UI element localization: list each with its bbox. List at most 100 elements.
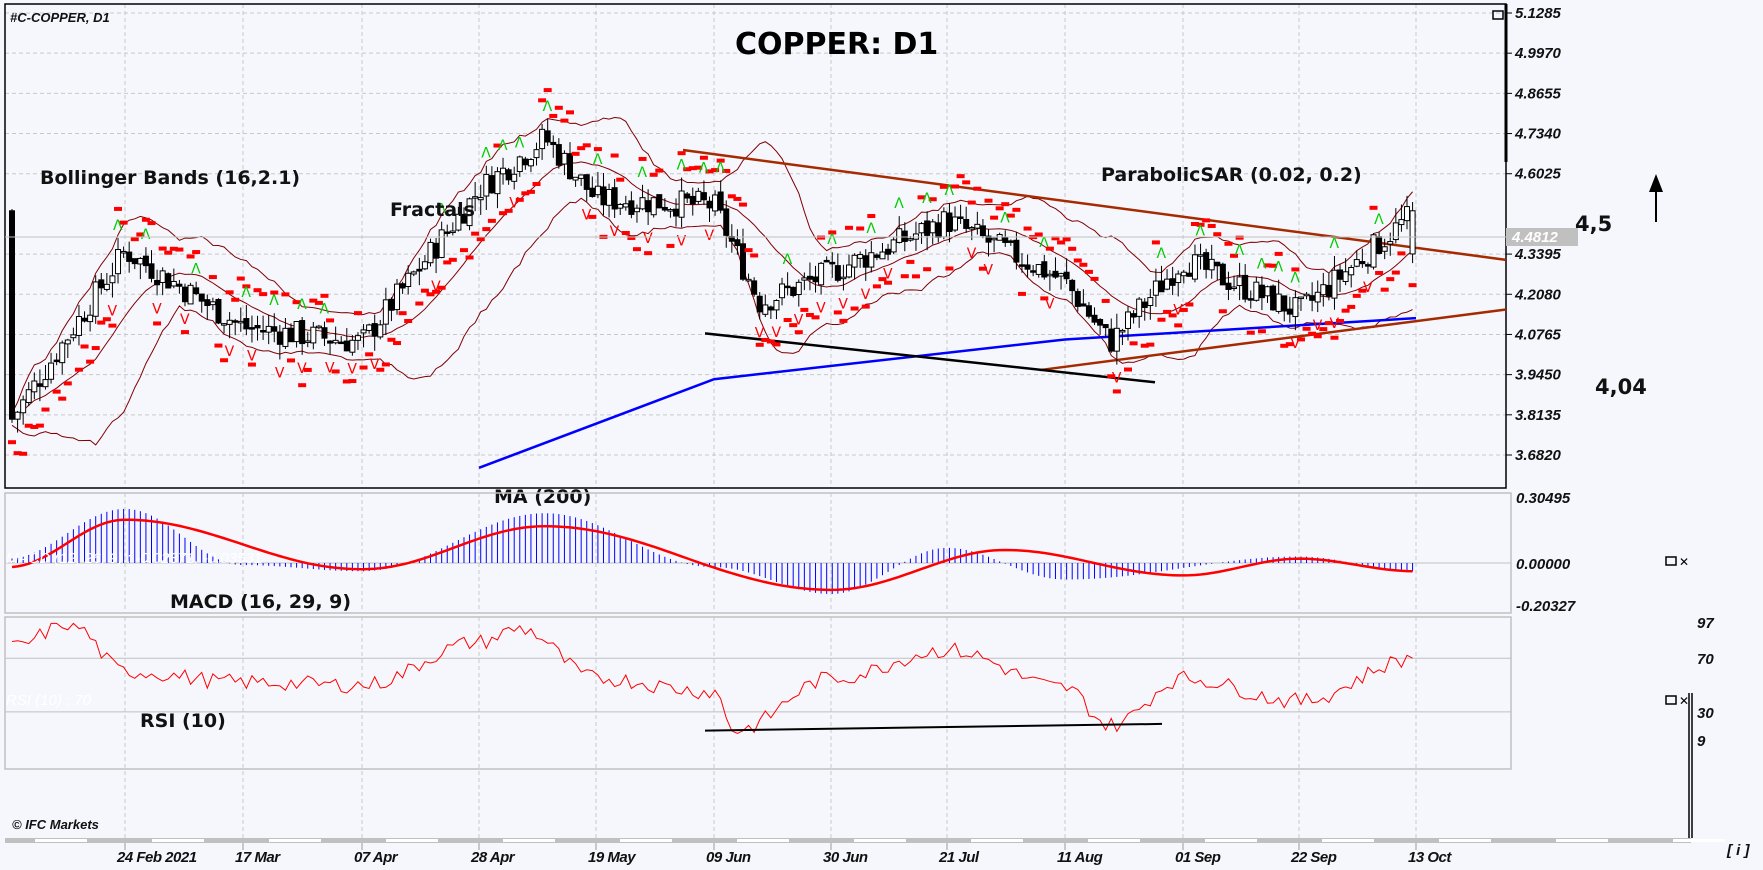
- svg-text:Λ: Λ: [1290, 270, 1300, 286]
- info-button[interactable]: [ i ]: [1726, 842, 1750, 859]
- symbol-label: #C-COPPER, D1: [10, 10, 110, 25]
- svg-text:V: V: [794, 313, 804, 329]
- svg-text:Λ: Λ: [677, 158, 687, 174]
- macd-close-icon[interactable]: ✕: [1679, 555, 1689, 569]
- svg-text:V: V: [771, 325, 781, 341]
- svg-text:Λ: Λ: [141, 227, 151, 243]
- svg-text:V: V: [643, 231, 653, 247]
- svg-text:Λ: Λ: [498, 138, 508, 154]
- svg-text:01 Sep: 01 Sep: [1175, 849, 1221, 866]
- svg-text:Λ: Λ: [866, 221, 876, 237]
- macd-panel[interactable]: MACD (12, 26, 9) : -0.02371, -0.03531 MA…: [4, 490, 1689, 615]
- svg-text:4.6025: 4.6025: [1514, 166, 1562, 183]
- rsi-label: RSI (10): [140, 710, 226, 732]
- svg-text:Λ: Λ: [944, 183, 954, 199]
- svg-text:V: V: [180, 312, 190, 328]
- svg-text:Λ: Λ: [894, 196, 904, 212]
- svg-text:Λ: Λ: [638, 165, 648, 181]
- svg-text:V: V: [705, 228, 715, 244]
- rsi-maximize-icon[interactable]: [1665, 695, 1677, 705]
- svg-text:07 Apr: 07 Apr: [354, 849, 399, 866]
- svg-text:V: V: [152, 301, 162, 317]
- svg-text:Λ: Λ: [716, 160, 726, 176]
- svg-text:Λ: Λ: [515, 136, 525, 152]
- svg-text:Λ: Λ: [1039, 235, 1049, 251]
- svg-text:V: V: [1329, 316, 1339, 332]
- svg-text:Λ: Λ: [1329, 236, 1339, 252]
- rsi-gridlines: [5, 617, 1511, 850]
- rsi-close-icon[interactable]: ✕: [1679, 694, 1689, 708]
- svg-text:Λ: Λ: [191, 262, 201, 278]
- svg-text:24 Feb 2021: 24 Feb 2021: [116, 849, 197, 866]
- svg-text:Λ: Λ: [1257, 256, 1267, 272]
- svg-text:Λ: Λ: [922, 191, 932, 207]
- target-annotation: 4,5: [1575, 212, 1612, 236]
- svg-text:28 Apr: 28 Apr: [470, 849, 516, 866]
- svg-text:3.9450: 3.9450: [1515, 367, 1562, 384]
- svg-text:4.2080: 4.2080: [1514, 286, 1562, 303]
- svg-text:V: V: [755, 325, 765, 341]
- svg-text:9: 9: [1697, 733, 1706, 750]
- candlesticks: [9, 118, 1416, 433]
- price-axis: 5.1285 4.9970 4.8655 4.7340 4.6025 4.3395 4.20…: [1506, 5, 1562, 464]
- fractals-label: Fractals: [390, 199, 475, 221]
- support-annotation: 4,04: [1595, 375, 1647, 399]
- svg-text:Λ: Λ: [241, 285, 251, 301]
- trendlines: [682, 148, 1507, 384]
- svg-text:V: V: [838, 296, 848, 312]
- macd-label: MACD (16, 29, 9): [170, 591, 351, 613]
- up-arrow-icon: [1649, 174, 1663, 222]
- svg-text:V: V: [967, 246, 977, 262]
- svg-text:Λ: Λ: [827, 232, 837, 248]
- svg-text:0.00000: 0.00000: [1516, 556, 1571, 573]
- svg-text:V: V: [275, 365, 285, 381]
- svg-text:Λ: Λ: [593, 152, 603, 168]
- ma200-label: MA (200): [494, 486, 591, 508]
- svg-text:Λ: Λ: [1000, 210, 1010, 226]
- copyright-label: © IFC Markets: [12, 817, 99, 832]
- svg-text:Λ: Λ: [113, 218, 123, 234]
- macd-header-values: MACD (12, 26, 9) : -0.02371, -0.03531: [6, 550, 262, 567]
- date-axis: 24 Feb 2021 17 Mar 07 Apr 28 Apr 19 May 09 Ju…: [116, 843, 1453, 866]
- svg-text:30 Jun: 30 Jun: [823, 849, 868, 866]
- macd-series: [11, 508, 1414, 594]
- svg-text:70: 70: [1697, 651, 1714, 668]
- svg-text:3.6820: 3.6820: [1515, 447, 1562, 464]
- chart-title: COPPER: D1: [735, 27, 938, 62]
- svg-text:Λ: Λ: [1156, 246, 1166, 262]
- svg-text:4.8655: 4.8655: [1514, 85, 1562, 102]
- svg-text:V: V: [509, 195, 519, 211]
- svg-text:4.9970: 4.9970: [1514, 45, 1562, 62]
- svg-text:30: 30: [1697, 705, 1714, 722]
- svg-text:V: V: [225, 344, 235, 360]
- svg-text:Λ: Λ: [1374, 212, 1384, 228]
- svg-text:V: V: [610, 224, 620, 240]
- svg-text:V: V: [861, 287, 871, 303]
- ma200-line: [478, 316, 1417, 470]
- macd-axis: 0.30495 0.00000 -0.20327: [1516, 490, 1576, 615]
- svg-text:97: 97: [1697, 615, 1714, 632]
- svg-text:19 May: 19 May: [588, 849, 636, 866]
- svg-text:Λ: Λ: [319, 302, 329, 318]
- svg-text:V: V: [582, 207, 592, 223]
- svg-text:-0.20327: -0.20327: [1516, 598, 1576, 615]
- maximize-icon[interactable]: [1492, 10, 1504, 20]
- svg-text:Λ: Λ: [297, 297, 307, 313]
- svg-text:Λ: Λ: [543, 99, 553, 115]
- svg-text:4.0765: 4.0765: [1514, 326, 1562, 343]
- svg-text:V: V: [247, 348, 257, 364]
- macd-maximize-icon[interactable]: [1665, 556, 1677, 566]
- svg-text:V: V: [1173, 302, 1183, 318]
- svg-text:3.8135: 3.8135: [1515, 407, 1562, 424]
- svg-text:Λ: Λ: [699, 160, 709, 176]
- rsi-axis: 97 70 30 9: [1697, 615, 1714, 750]
- time-scrollbar[interactable]: [5, 838, 1725, 843]
- svg-text:V: V: [325, 360, 335, 376]
- rsi-series: [11, 622, 1413, 734]
- rsi-panel[interactable]: RSI (10) : 70 RSI (10) ✕ 97 70 30 9 © IFC M…: [4, 615, 1714, 850]
- current-price-tag: [1506, 228, 1578, 246]
- svg-text:4.3395: 4.3395: [1514, 246, 1562, 263]
- svg-text:4.7340: 4.7340: [1514, 126, 1562, 143]
